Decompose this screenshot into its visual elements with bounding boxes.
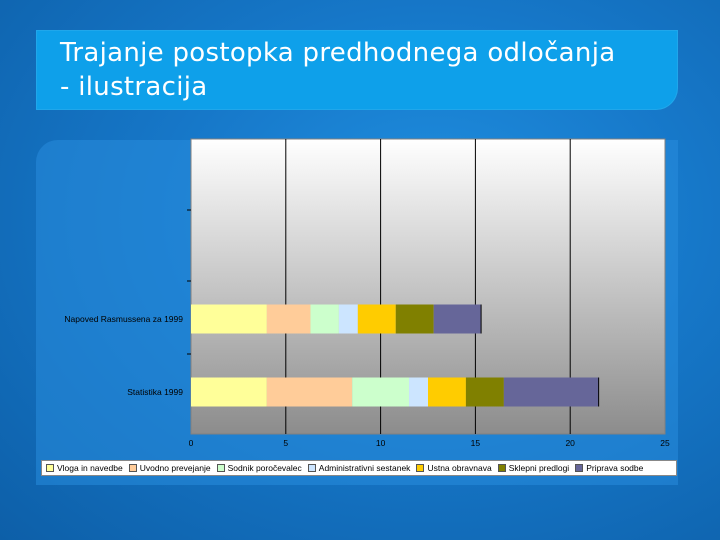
legend-item: Sklepni predlogi: [497, 463, 570, 473]
chart-legend: Vloga in navedbe Uvodno prevejanje Sodnik …: [41, 460, 677, 476]
bar-segment: [503, 377, 599, 407]
legend-item: Vloga in navedbe: [46, 463, 123, 473]
bar-segment: [266, 304, 311, 334]
x-tick-label: 0: [189, 438, 194, 448]
legend-label: Sodnik poročevalec: [227, 463, 302, 473]
legend-swatch: [416, 464, 425, 472]
bar-segment: [428, 377, 466, 407]
legend-item: Ustna obravnava: [416, 463, 492, 473]
legend-swatch: [307, 464, 316, 472]
bar-segment: [310, 304, 339, 334]
x-tick-label: 25: [660, 438, 670, 448]
bar-segment: [357, 304, 396, 334]
bar-segment: [395, 304, 434, 334]
category-label: Statistika 1999: [127, 387, 183, 397]
slide-title-line-1: Trajanje postopka predhodnega odločanja: [60, 38, 616, 68]
bar-segment: [191, 377, 267, 407]
bar-segment: [465, 377, 504, 407]
title-panel: [36, 30, 678, 110]
bar-segment: [433, 304, 482, 334]
bar-segment: [338, 304, 358, 334]
bar-segment: [266, 377, 353, 407]
bar-segment: [352, 377, 410, 407]
legend-swatch: [497, 464, 506, 472]
legend-item: Uvodno prevejanje: [128, 463, 211, 473]
legend-swatch: [575, 464, 584, 472]
slide-title: Trajanje postopka predhodnega odločanja …: [60, 36, 670, 104]
legend-swatch: [46, 464, 54, 472]
legend-item: Priprava sodbe: [575, 463, 643, 473]
x-tick-label: 5: [283, 438, 288, 448]
x-tick-label: 15: [471, 438, 481, 448]
category-label: Napoved Rasmussena za 1999: [64, 314, 183, 324]
legend-swatch: [216, 464, 225, 472]
legend-item: Administrativni sestanek: [307, 463, 411, 473]
legend-item: Sodnik poročevalec: [216, 463, 302, 473]
slide-title-line-2: - ilustracija: [60, 72, 208, 102]
x-tick-label: 10: [376, 438, 386, 448]
bar-segment: [409, 377, 428, 407]
legend-swatch: [128, 464, 137, 472]
legend-label: Sklepni predlogi: [508, 463, 570, 473]
bar-segment: [191, 304, 267, 334]
legend-label: Vloga in navedbe: [57, 463, 123, 473]
legend-label: Priprava sodbe: [586, 463, 644, 473]
legend-label: Ustna obravnava: [427, 463, 492, 473]
legend-label: Administrativni sestanek: [318, 463, 411, 473]
legend-label: Uvodno prevejanje: [139, 463, 211, 473]
x-tick-label: 20: [565, 438, 575, 448]
